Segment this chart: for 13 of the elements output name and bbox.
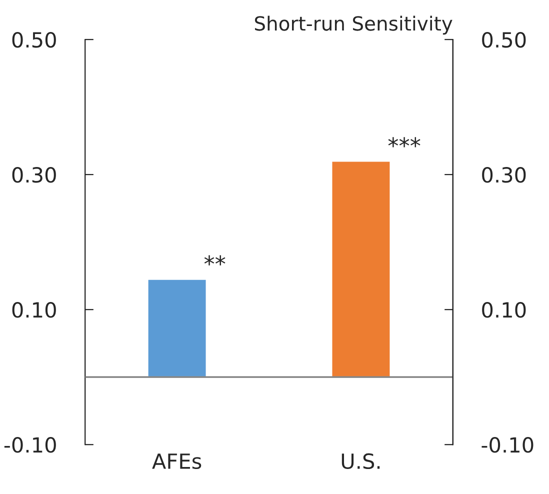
y-tick-label: 0.10 xyxy=(12,302,56,318)
y-tick-label: -0.10 xyxy=(4,437,56,453)
x-tick-label: AFEs xyxy=(152,454,202,470)
y-tick-label: 0.50 xyxy=(12,32,56,48)
y-tick-label: 0.30 xyxy=(12,167,56,183)
annotation: *** xyxy=(388,137,420,148)
y2-tick-label: 0.10 xyxy=(482,302,526,318)
y2-tick-label: -0.10 xyxy=(482,437,534,453)
annotation: ** xyxy=(204,255,226,266)
y2-tick-label: 0.30 xyxy=(482,167,526,183)
x-tick-label: U.S. xyxy=(342,453,380,470)
chart-title: Short-run Sensitivity xyxy=(254,16,452,35)
y2-tick-label: 0.50 xyxy=(482,32,526,48)
